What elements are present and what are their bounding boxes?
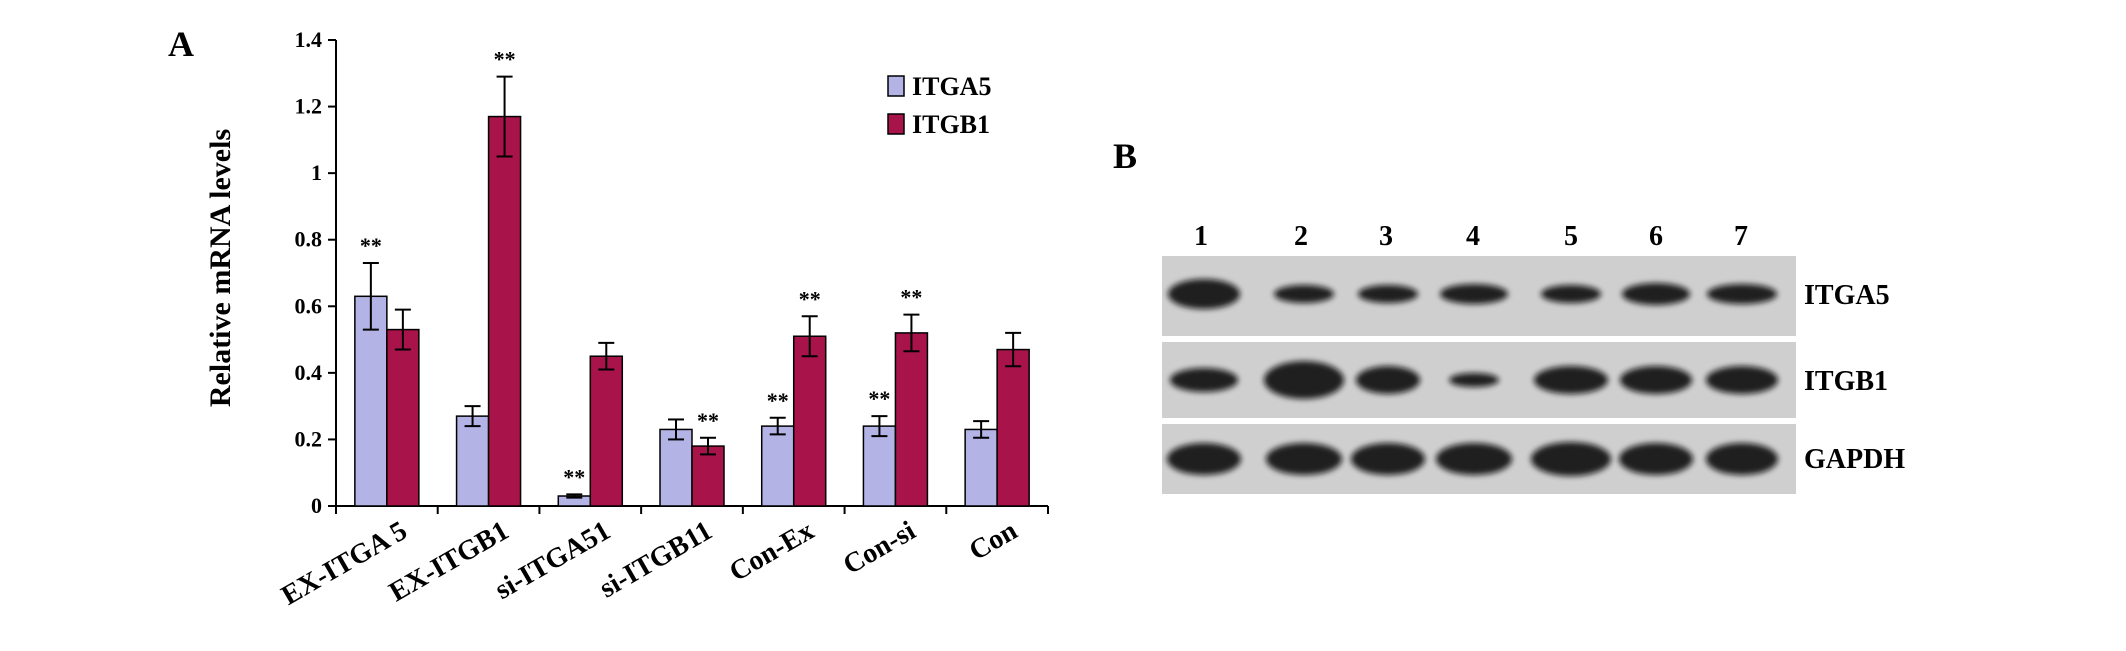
chart-significance-marks: ** ** ** ** ** ** ** ** (360, 47, 923, 490)
significance-mark: ** (360, 233, 382, 258)
y-tick-label: 0.6 (295, 293, 323, 318)
bar-itgb1-1 (487, 115, 522, 507)
blot-band-itgb1-lane-5 (1534, 366, 1608, 394)
blot-band-gapdh-lane-7 (1706, 443, 1778, 475)
blot-protein-labels: ITGA5 ITGB1 GAPDH (1804, 280, 1905, 475)
blot-band-itga5-lane-6 (1622, 283, 1690, 305)
x-category-label: Con-si (838, 515, 921, 581)
significance-mark: ** (494, 47, 516, 72)
lane-label-6: 6 (1649, 221, 1663, 252)
chart-y-ticks: 0 0.2 0.4 0.6 0.8 1 1.2 1.4 (295, 27, 336, 518)
y-tick-label: 1 (311, 160, 322, 185)
blot-band-gapdh-lane-6 (1619, 443, 1693, 475)
chart-legend: ITGA5 ITGB1 (887, 72, 991, 139)
significance-mark: ** (900, 285, 922, 310)
bar-chart: ** ** ** ** ** ** ** ** 0 0.2 0.4 0.6 0.8 1 1.2 1.4 EX… (204, 27, 1049, 612)
bar-itgb1-6 (996, 348, 1030, 507)
x-category-label: EX-ITGA 5 (276, 515, 412, 611)
bar-itgb1-4 (792, 335, 827, 507)
blot-band-gapdh-lane-5 (1531, 442, 1611, 476)
blot-band-itgb1-lane-7 (1706, 366, 1778, 394)
legend-swatch-itga5 (887, 75, 905, 97)
chart-error-bars (362, 75, 1022, 499)
y-tick-label: 1.4 (295, 27, 323, 52)
panel-a-label: A (168, 24, 194, 64)
lane-label-2: 2 (1294, 221, 1308, 252)
blot-band-itga5-lane-1 (1168, 279, 1240, 309)
significance-mark: ** (563, 464, 585, 489)
blot-band-gapdh-lane-3 (1351, 443, 1425, 475)
bar-itga5-3 (659, 428, 693, 507)
bar-itgb1-2 (589, 355, 624, 507)
x-category-label: si-ITGA51 (490, 515, 616, 606)
blot-bands (1167, 279, 1778, 476)
lane-label-5: 5 (1564, 221, 1578, 252)
bar-itga5-1 (455, 415, 490, 507)
significance-mark: ** (767, 388, 789, 413)
blot-band-itga5-lane-4 (1440, 284, 1508, 304)
bar-itga5-4 (760, 425, 795, 507)
y-tick-label: 1.2 (295, 94, 323, 119)
blot-band-itgb1-lane-3 (1356, 366, 1420, 394)
blot-band-itgb1-lane-6 (1620, 366, 1692, 394)
y-tick-label: 0 (311, 493, 322, 518)
chart-bars (354, 115, 1030, 507)
western-blot: 1 2 3 4 5 6 7 ITGA5 ITGB1 GAPDH (1162, 221, 1905, 494)
legend-swatch-itgb1 (887, 113, 905, 135)
blot-band-itgb1-lane-1 (1170, 368, 1238, 392)
protein-label-itgb1: ITGB1 (1804, 366, 1888, 397)
significance-mark: ** (799, 286, 821, 311)
blot-lane-labels: 1 2 3 4 5 6 7 (1194, 221, 1748, 252)
blot-band-itgb1-lane-2 (1264, 361, 1344, 399)
bar-itgb1-5 (894, 332, 929, 507)
significance-mark: ** (697, 408, 719, 433)
bar-itga5-6 (964, 428, 998, 507)
blot-band-gapdh-lane-2 (1266, 443, 1342, 475)
lane-label-3: 3 (1379, 221, 1393, 252)
lane-label-1: 1 (1194, 221, 1208, 252)
x-category-label: Con-Ex (724, 515, 819, 588)
blot-band-itga5-lane-2 (1274, 285, 1334, 303)
blot-band-itga5-lane-3 (1358, 285, 1418, 303)
significance-mark: ** (868, 386, 890, 411)
blot-band-itgb1-lane-4 (1449, 373, 1499, 387)
blot-band-itga5-lane-7 (1707, 284, 1777, 304)
legend-label-itgb1: ITGB1 (912, 110, 990, 139)
bar-itgb1-0 (386, 328, 420, 507)
bar-itga5-5 (862, 425, 897, 507)
lane-label-4: 4 (1466, 221, 1480, 252)
y-tick-label: 0.8 (295, 227, 323, 252)
blot-band-itga5-lane-5 (1541, 285, 1601, 303)
legend-label-itga5: ITGA5 (912, 72, 991, 101)
x-category-label: Con (964, 515, 1023, 567)
blot-band-gapdh-lane-4 (1436, 443, 1512, 475)
y-tick-label: 0.4 (295, 360, 323, 385)
lane-label-7: 7 (1734, 221, 1748, 252)
bar-itgb1-3 (691, 445, 725, 507)
y-axis-title: Relative mRNA levels (204, 129, 237, 407)
protein-label-gapdh: GAPDH (1804, 444, 1905, 475)
y-tick-label: 0.2 (295, 426, 323, 451)
x-category-label: si-ITGB11 (594, 515, 717, 604)
protein-label-itga5: ITGA5 (1804, 280, 1890, 311)
blot-band-gapdh-lane-1 (1167, 443, 1241, 475)
panel-b-label: B (1113, 136, 1137, 176)
